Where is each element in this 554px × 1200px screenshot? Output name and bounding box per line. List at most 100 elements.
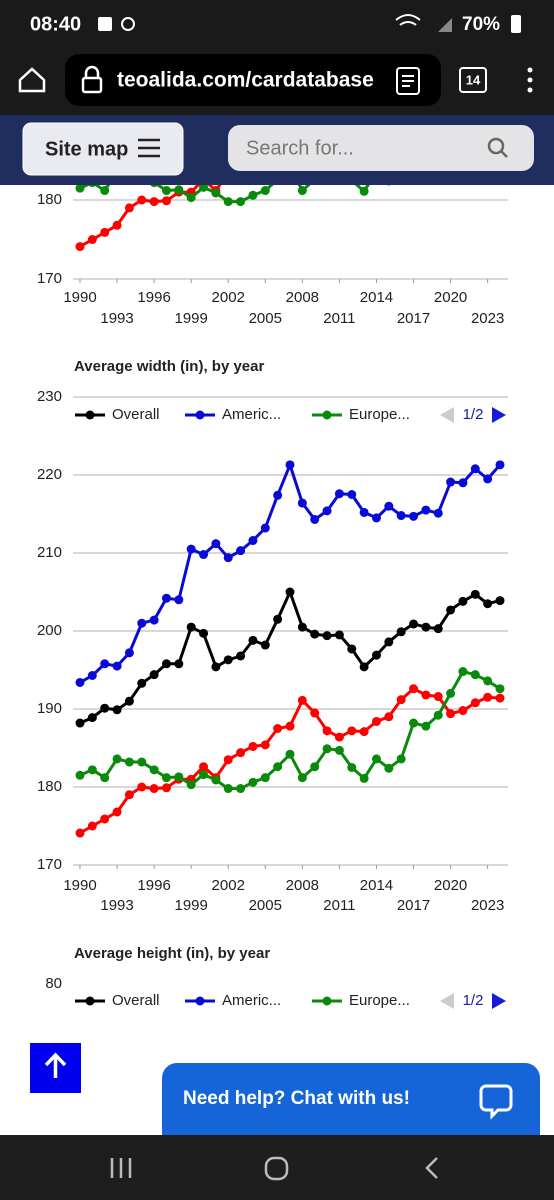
data-point xyxy=(248,190,258,200)
home-nav-button[interactable] xyxy=(264,1156,289,1181)
data-point xyxy=(483,676,493,686)
data-point xyxy=(112,705,122,715)
chart-title: Average width (in), by year xyxy=(74,358,264,375)
recents-button[interactable] xyxy=(110,1158,132,1178)
y-tick-label: 190 xyxy=(37,700,62,717)
back-button[interactable] xyxy=(425,1157,438,1179)
data-point xyxy=(371,513,381,523)
data-point xyxy=(223,755,233,765)
reader-button[interactable] xyxy=(396,67,420,95)
data-point xyxy=(161,783,171,793)
data-point xyxy=(310,762,320,772)
data-point xyxy=(186,193,196,203)
x-tick-label: 1990 xyxy=(63,289,96,306)
data-point xyxy=(211,539,221,549)
home-button[interactable] xyxy=(18,67,46,93)
data-point xyxy=(433,624,443,634)
x-tick-label: 1999 xyxy=(174,310,207,327)
data-point xyxy=(248,777,258,787)
legend-next[interactable] xyxy=(492,993,506,1009)
data-point xyxy=(137,618,147,628)
data-point xyxy=(458,667,468,677)
legend-next[interactable] xyxy=(492,407,506,423)
data-point xyxy=(384,501,394,511)
data-point xyxy=(421,690,431,700)
data-point xyxy=(75,677,85,687)
x-tick-label: 2008 xyxy=(286,877,319,894)
y-tick-label: 230 xyxy=(37,388,62,405)
tabs-button[interactable] xyxy=(459,67,487,93)
data-point xyxy=(149,670,159,680)
search-input[interactable] xyxy=(228,125,534,171)
data-point xyxy=(334,732,344,742)
data-point xyxy=(273,724,283,733)
legend-page: 1/2 xyxy=(463,406,484,423)
legend-prev[interactable] xyxy=(440,993,454,1009)
data-point xyxy=(384,763,394,773)
data-point xyxy=(347,726,357,736)
y-tick-label: 210 xyxy=(37,544,62,561)
data-point xyxy=(112,807,122,817)
search-placeholder: Search for... xyxy=(246,137,354,159)
data-point xyxy=(384,712,394,722)
data-point xyxy=(137,782,147,792)
legend-swatch xyxy=(195,410,205,420)
url-bar[interactable] xyxy=(65,54,441,106)
data-point xyxy=(75,718,85,728)
site-map-label: Site map xyxy=(45,138,128,160)
series-line xyxy=(79,463,502,684)
data-point xyxy=(384,637,394,647)
data-point xyxy=(75,770,85,780)
data-point xyxy=(112,220,122,230)
chat-icon xyxy=(479,1084,513,1120)
data-point xyxy=(433,692,443,702)
status-icon xyxy=(98,17,112,31)
data-point xyxy=(260,523,270,533)
data-point xyxy=(371,754,381,764)
data-point xyxy=(150,185,158,188)
data-point xyxy=(149,615,159,625)
data-point xyxy=(100,659,110,669)
data-point xyxy=(236,197,246,207)
x-tick-label: 2011 xyxy=(323,310,355,327)
legend-swatch xyxy=(195,996,205,1006)
data-point xyxy=(161,196,171,206)
data-point xyxy=(396,754,406,764)
data-point xyxy=(124,696,134,706)
menu-dot[interactable] xyxy=(527,77,533,83)
site-map-button[interactable] xyxy=(22,122,184,176)
menu-dot[interactable] xyxy=(527,87,533,93)
menu-dot[interactable] xyxy=(527,67,533,73)
data-point xyxy=(211,188,221,198)
data-point xyxy=(161,659,171,669)
data-point xyxy=(236,546,246,556)
data-point xyxy=(161,186,171,196)
x-tick-label: 1990 xyxy=(63,877,96,894)
chat-widget[interactable] xyxy=(162,1063,540,1135)
x-tick-label: 1996 xyxy=(137,289,170,306)
data-point xyxy=(495,596,505,606)
data-point xyxy=(75,828,85,838)
data-point xyxy=(322,744,332,754)
data-point xyxy=(446,688,456,698)
x-tick-label: 2008 xyxy=(286,289,319,306)
data-point xyxy=(248,536,258,546)
y-tick-label: 180 xyxy=(37,191,62,208)
data-point xyxy=(87,765,97,775)
legend-label: Overall xyxy=(112,406,160,423)
data-point xyxy=(409,511,419,521)
data-point xyxy=(359,773,369,783)
hamburger-icon xyxy=(138,138,160,158)
data-point xyxy=(334,745,344,755)
data-point xyxy=(470,670,480,680)
data-point xyxy=(248,635,258,645)
data-point xyxy=(297,695,307,705)
legend-prev[interactable] xyxy=(440,407,454,423)
charts: 1701801990199319961999200220052008201120… xyxy=(37,185,508,1009)
data-point xyxy=(322,506,332,516)
data-point xyxy=(421,622,431,632)
data-point xyxy=(483,474,493,484)
data-point xyxy=(260,640,270,650)
x-tick-label: 1993 xyxy=(100,897,133,914)
data-point xyxy=(124,648,134,658)
